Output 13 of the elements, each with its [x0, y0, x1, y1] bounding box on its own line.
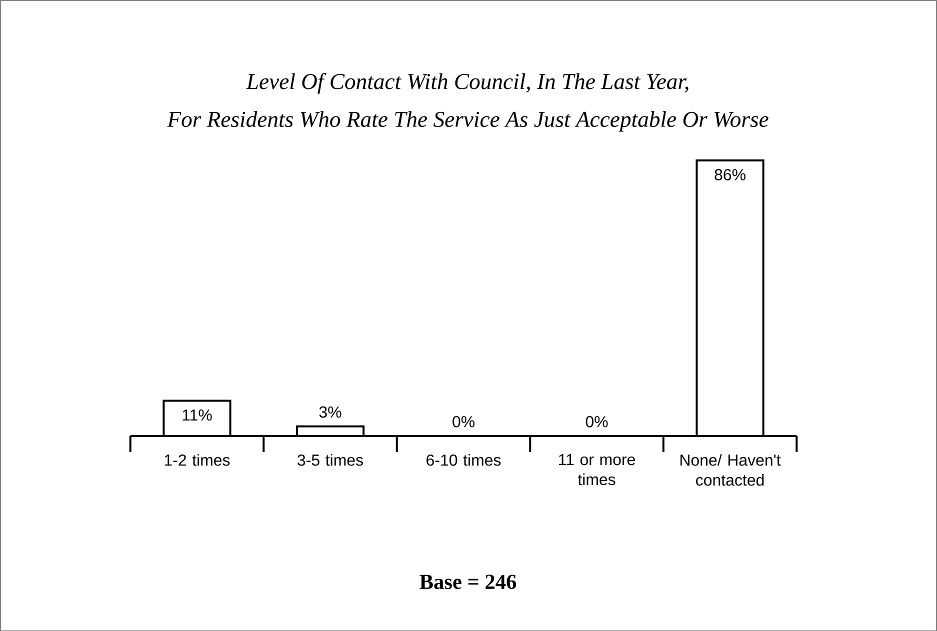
x-tick-label: 1-2 times: [164, 454, 230, 466]
data-label: 0%: [452, 416, 474, 428]
chart-subtitle: For Residents Who Rate The Service As Just Acceptable Or Worse: [167, 110, 768, 132]
text: Base = 246: [420, 574, 516, 589]
x-tick-label: 11 or more times: [559, 454, 635, 486]
data-label: 11%: [182, 409, 212, 420]
x-tick-label: None/ Haven't contacted: [680, 454, 781, 486]
chart-title: Level Of Contact With Council, In The Last Year,: [246, 72, 688, 94]
x-tick-label: 3-5 times: [298, 454, 363, 466]
x-tick-label: 6-10 times: [426, 454, 501, 466]
data-label: 0%: [586, 416, 608, 428]
data-label: 86%: [714, 168, 746, 180]
data-label: 3%: [319, 406, 342, 418]
